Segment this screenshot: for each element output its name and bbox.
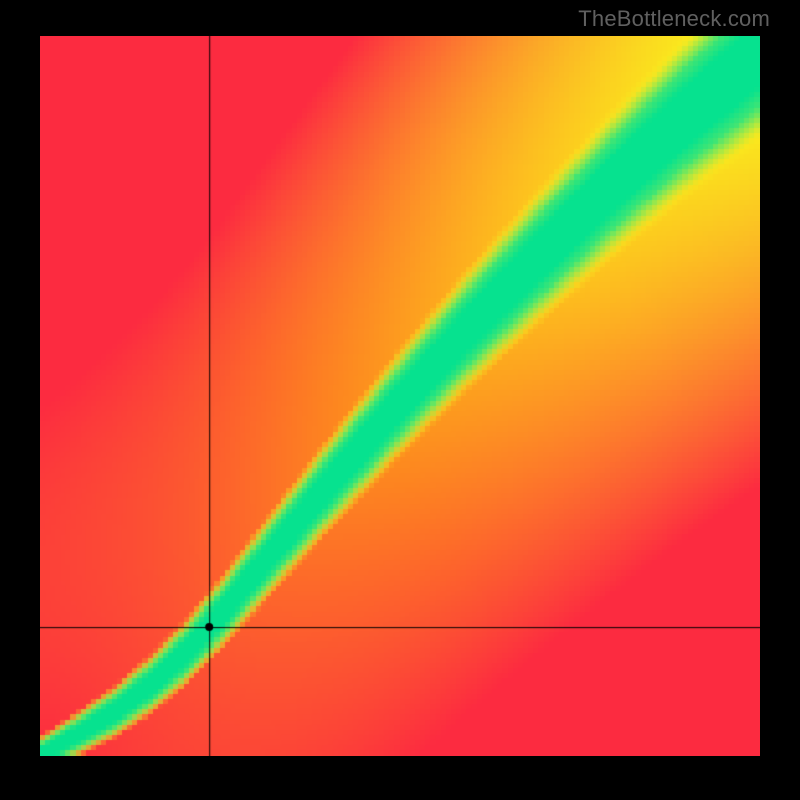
watermark-text: TheBottleneck.com	[578, 6, 770, 32]
page-root: TheBottleneck.com	[0, 0, 800, 800]
heatmap-canvas	[40, 36, 760, 756]
bottleneck-heatmap	[40, 36, 760, 756]
